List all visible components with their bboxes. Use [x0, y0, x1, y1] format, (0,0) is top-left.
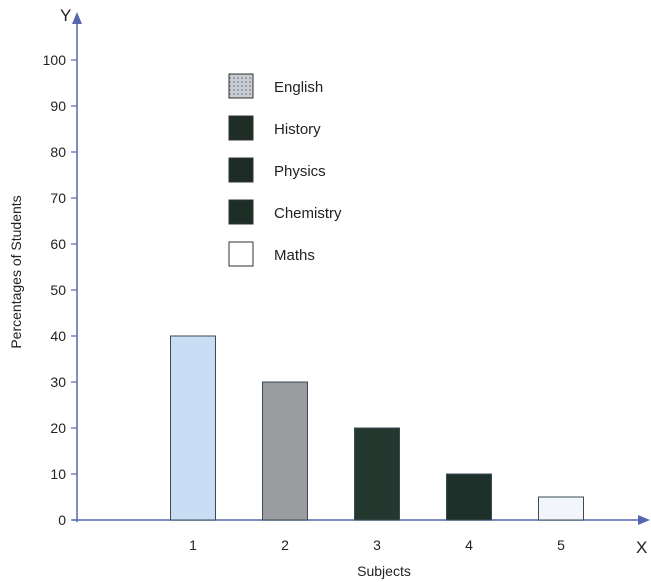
y-tick-label: 10: [50, 466, 66, 482]
x-axis-ticks: 1 2 3 4 5: [189, 537, 565, 553]
y-tick-label: 80: [50, 144, 66, 160]
y-axis-title: Percentages of Students: [8, 195, 24, 348]
y-tick-label: 40: [50, 328, 66, 344]
legend-label-english: English: [274, 79, 323, 96]
bar-5: [538, 496, 584, 521]
y-axis-letter: Y: [60, 6, 71, 25]
y-axis-arrow: [72, 12, 82, 24]
legend: English History Physics Chemistry Maths: [228, 73, 342, 267]
x-tick-label: 2: [281, 537, 289, 553]
legend-label-physics: Physics: [274, 163, 326, 180]
x-axis-title: Subjects: [357, 563, 411, 579]
x-tick-label: 4: [465, 537, 473, 553]
y-tick-label: 60: [50, 236, 66, 252]
legend-swatch-english: [228, 73, 254, 99]
y-tick-label: 20: [50, 420, 66, 436]
bar-2: [262, 381, 308, 521]
x-tick-label: 5: [557, 537, 565, 553]
bar-3: [354, 427, 400, 521]
x-axis-arrow: [638, 515, 650, 525]
x-axis-letter: X: [636, 538, 647, 557]
legend-swatch-physics: [228, 157, 254, 183]
legend-swatch-maths: [228, 241, 254, 267]
legend-label-history: History: [274, 121, 321, 138]
bars: [170, 335, 584, 521]
legend-label-maths: Maths: [274, 247, 315, 264]
bar-1: [170, 335, 216, 521]
legend-swatch-chemistry: [228, 199, 254, 225]
legend-swatch-history: [228, 115, 254, 141]
y-axis-ticks: 0 10 20 30 40 50 60 70 80 90 100: [43, 52, 77, 528]
y-tick-label: 70: [50, 190, 66, 206]
x-tick-label: 1: [189, 537, 197, 553]
y-tick-label: 90: [50, 98, 66, 114]
legend-label-chemistry: Chemistry: [274, 205, 342, 222]
y-tick-label: 30: [50, 374, 66, 390]
y-tick-label: 0: [58, 512, 66, 528]
y-tick-label: 50: [50, 282, 66, 298]
x-tick-label: 3: [373, 537, 381, 553]
bar-4: [446, 473, 492, 521]
y-tick-label: 100: [43, 52, 67, 68]
